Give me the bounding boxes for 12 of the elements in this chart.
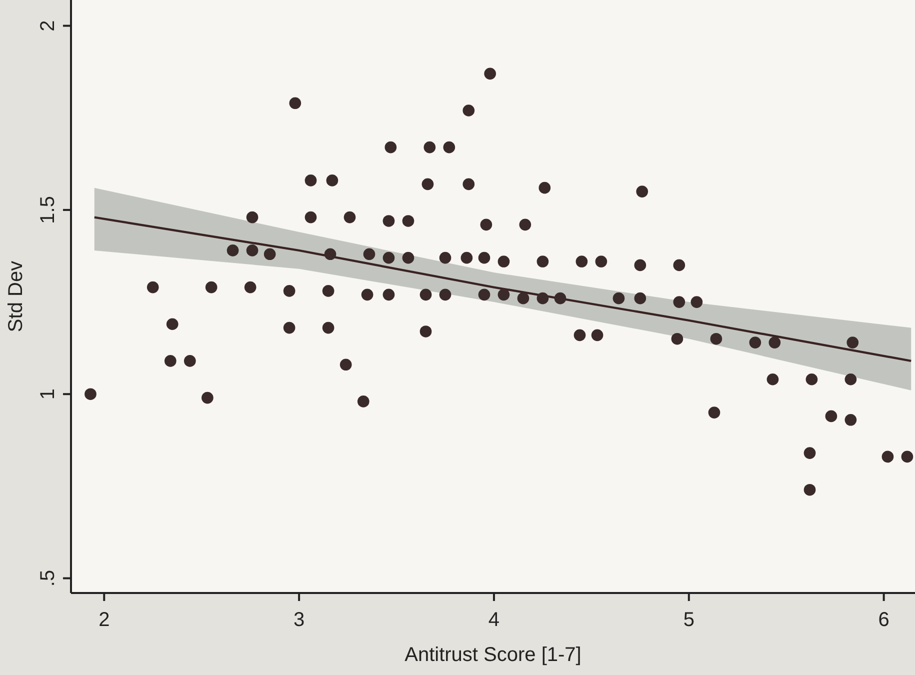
y-tick-label: 1	[37, 388, 59, 400]
y-axis-title: Std Dev	[5, 260, 27, 332]
x-tick-label: 4	[488, 609, 500, 631]
y-tick-label: 2	[37, 20, 59, 32]
x-axis-title: Antitrust Score [1-7]	[404, 644, 582, 666]
x-tick-label: 6	[878, 609, 890, 631]
x-tick-label: 5	[683, 609, 694, 631]
y-tick-label: 1.5	[37, 196, 59, 224]
x-tick-label: 2	[98, 609, 110, 631]
y-tick-label: .5	[37, 570, 59, 587]
x-tick-label: 3	[293, 609, 305, 631]
line-series	[93, 216, 912, 362]
